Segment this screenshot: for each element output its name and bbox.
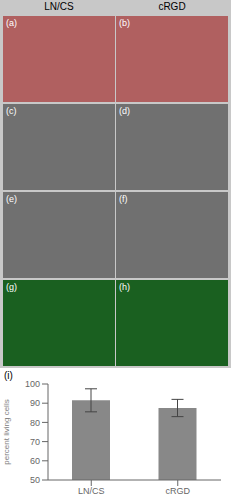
svg-text:LN/CS: LN/CS — [78, 486, 105, 496]
svg-text:90: 90 — [30, 398, 40, 408]
svg-text:cRGD: cRGD — [166, 486, 191, 496]
svg-text:70: 70 — [30, 437, 40, 447]
html-text:(d): (d) — [119, 106, 130, 116]
svg-text:100: 100 — [25, 379, 40, 389]
svg-text:percent living cells: percent living cells — [8, 399, 11, 464]
html-text:(h): (h) — [119, 282, 130, 292]
html-text:(i): (i) — [4, 370, 13, 381]
html-text:(g): (g) — [6, 282, 17, 292]
html-text:LN/CS: LN/CS — [44, 1, 74, 12]
svg-text:80: 80 — [30, 418, 40, 428]
html-text:(c): (c) — [6, 106, 17, 116]
svg-text:50: 50 — [30, 475, 40, 485]
html-text:(a): (a) — [6, 18, 17, 28]
html-text:(f): (f) — [119, 194, 128, 204]
html-text:cRGD: cRGD — [158, 1, 186, 12]
html-text:(e): (e) — [6, 194, 17, 204]
svg-text:60: 60 — [30, 456, 40, 466]
html-text:(b): (b) — [119, 18, 130, 28]
